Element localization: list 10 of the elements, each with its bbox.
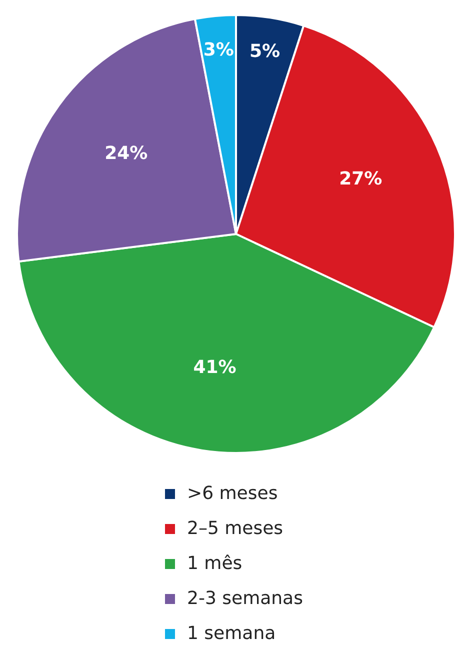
data-label: 41% — [193, 356, 236, 378]
legend-label: >6 meses — [187, 483, 278, 504]
data-label: 3% — [203, 40, 234, 61]
data-label: 5% — [249, 40, 280, 62]
legend-label: 1 mês — [187, 553, 242, 574]
legend-label: 2–5 meses — [187, 518, 284, 539]
data-label: 24% — [104, 142, 148, 164]
legend-label: 2-3 semanas — [187, 588, 303, 609]
legend-label: 1 semana — [187, 623, 276, 644]
data-label: 27% — [339, 168, 382, 190]
